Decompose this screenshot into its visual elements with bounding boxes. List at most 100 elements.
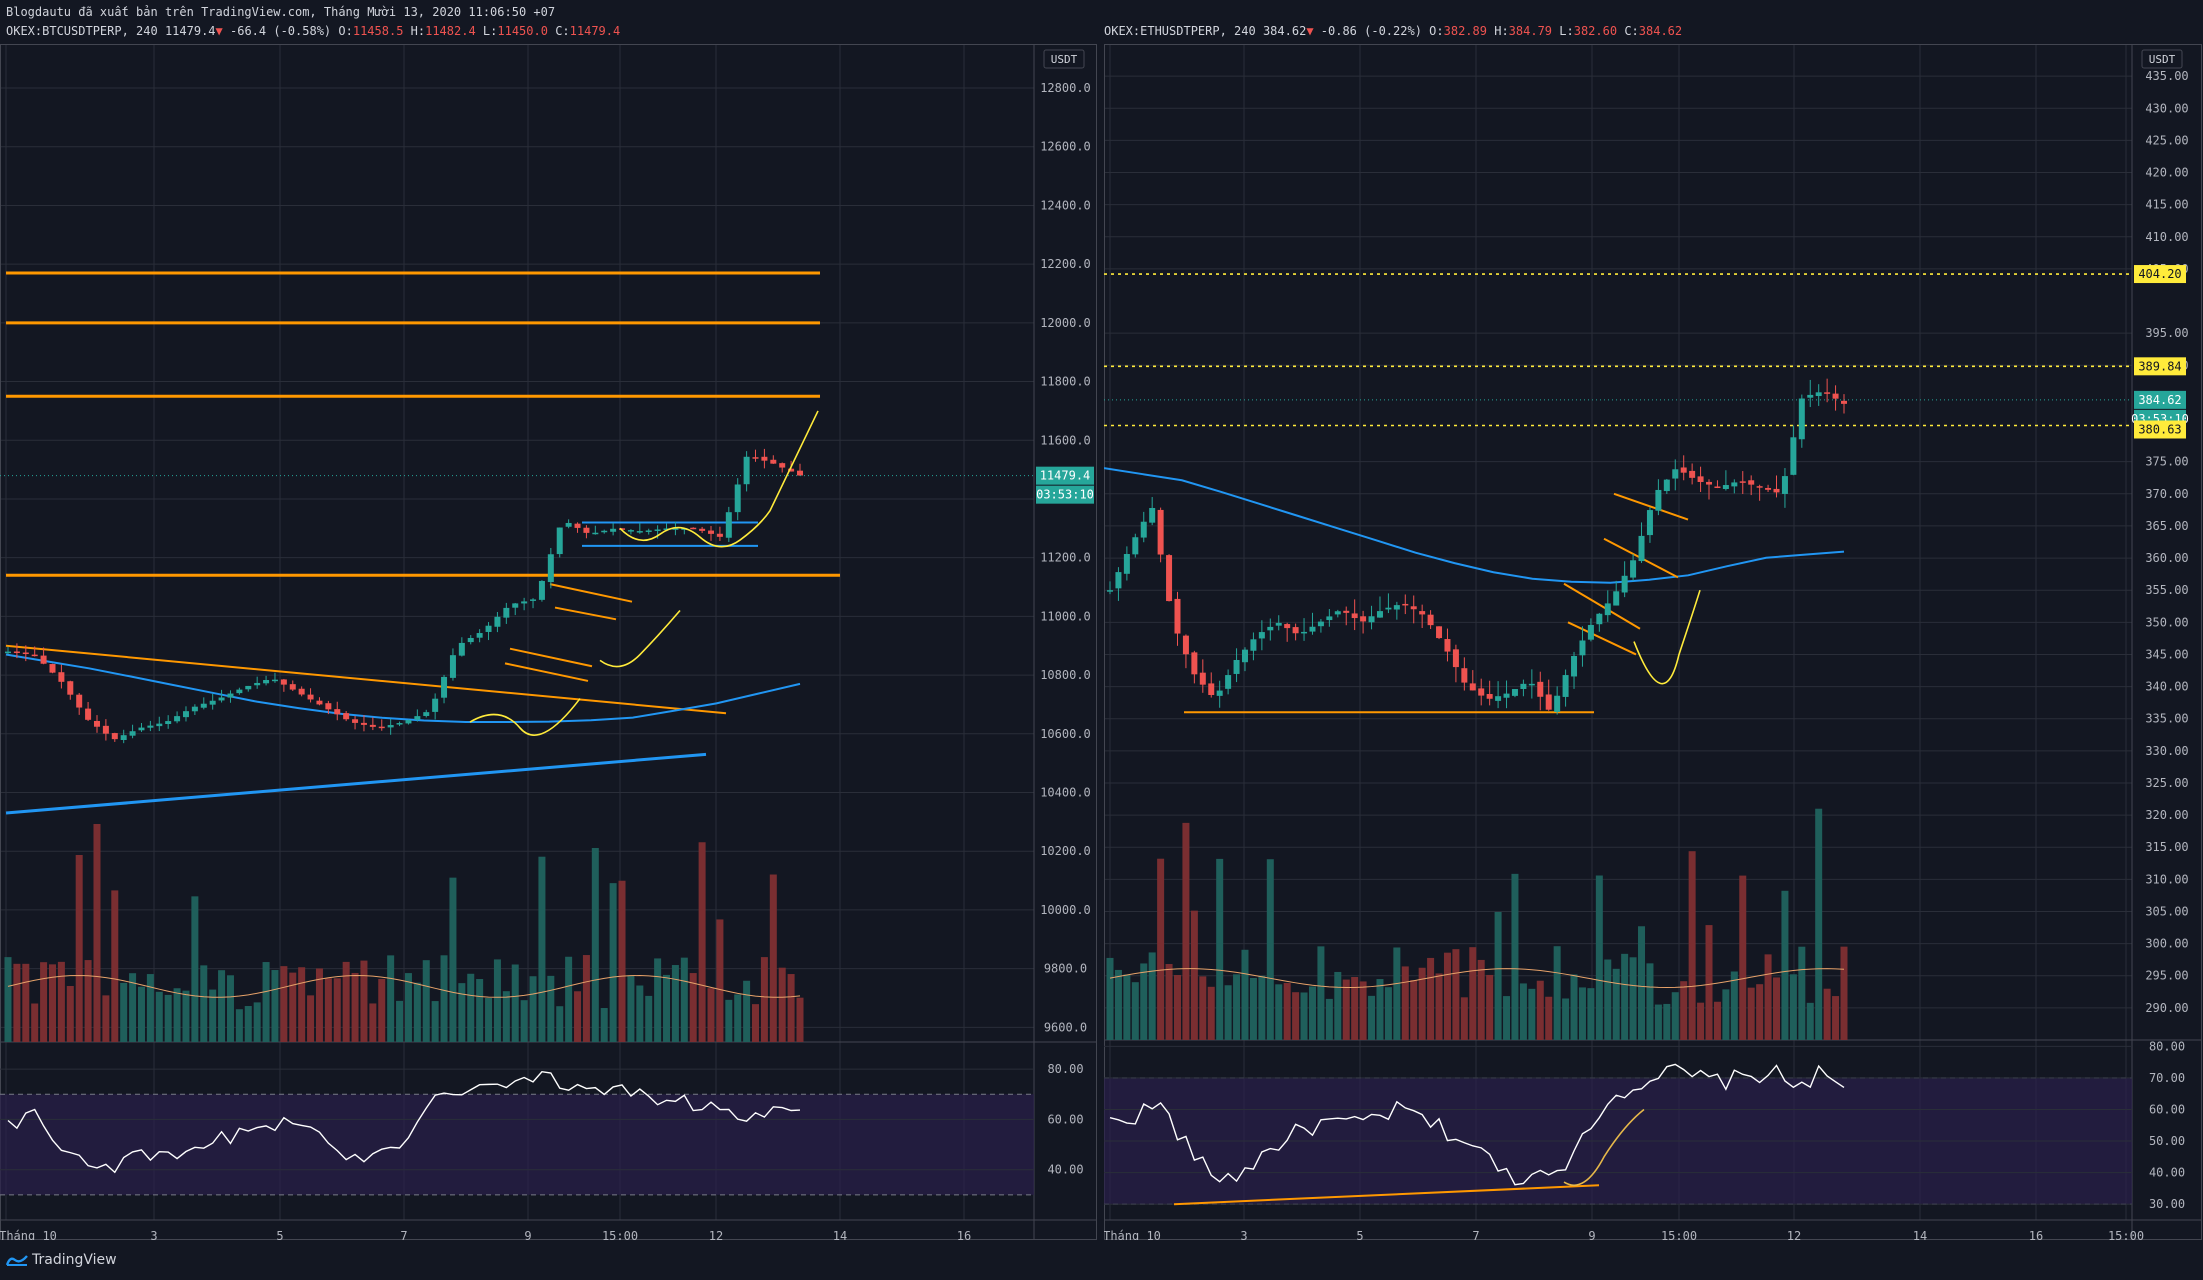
- btc-y-tick-label: 10000.0: [1040, 903, 1091, 917]
- eth-candle-body: [1739, 481, 1746, 483]
- eth-volume-bar: [1308, 986, 1316, 1040]
- eth-y-tick-label: 340.00: [2145, 680, 2188, 694]
- eth-candle-body: [1292, 627, 1299, 634]
- btc-l-label: L:: [482, 24, 498, 38]
- eth-candle-body: [1528, 683, 1535, 686]
- btc-volume-bar: [485, 997, 493, 1042]
- eth-rsi-tick-label: 70.00: [2149, 1071, 2185, 1085]
- eth-candle-body: [1832, 393, 1839, 399]
- eth-candle-body: [1132, 537, 1139, 555]
- btc-volume-bar: [218, 970, 226, 1042]
- eth-y-tick-label: 300.00: [2145, 937, 2188, 951]
- eth-candle-body: [1731, 482, 1738, 487]
- eth-candle-body: [1655, 489, 1662, 511]
- btc-rsi-tick-label: 80.00: [1047, 1062, 1083, 1076]
- btc-volume-bar: [164, 994, 172, 1042]
- btc-volume-bar: [440, 955, 448, 1042]
- btc-x-tick-label: 12: [709, 1229, 723, 1240]
- eth-volume-bar: [1519, 983, 1527, 1040]
- eth-volume-bar: [1747, 987, 1755, 1040]
- eth-candle-body: [1815, 392, 1822, 397]
- btc-y-tick-label: 10600.0: [1040, 727, 1091, 741]
- eth-candle-body: [1765, 487, 1772, 490]
- eth-volume-bar: [1773, 977, 1781, 1040]
- btc-candle-body: [770, 459, 777, 464]
- eth-candle-body: [1275, 622, 1282, 626]
- btc-rsi-band: [0, 1094, 1034, 1195]
- eth-chart[interactable]: 435.00430.00425.00420.00415.00410.00405.…: [1104, 44, 2203, 1240]
- btc-volume-bar: [689, 973, 697, 1042]
- eth-volume-bar: [1148, 952, 1156, 1040]
- btc-chart-panel[interactable]: 12800.0 12600.0 12400.0 12200.0 12000.0 11800…: [0, 44, 1098, 1240]
- btc-moving-average: [5, 653, 801, 724]
- eth-chart-panel[interactable]: 435.00430.00425.00420.00415.00410.00405.…: [1104, 44, 2203, 1240]
- eth-projection-curve: [1633, 589, 1701, 685]
- btc-candle-body: [147, 725, 154, 728]
- eth-candle-body: [1706, 481, 1713, 485]
- eth-l-label: L:: [1559, 24, 1574, 38]
- btc-volume-bar: [743, 980, 751, 1042]
- eth-y-tick-label: 415.00: [2145, 198, 2188, 212]
- eth-volume-bar: [1292, 992, 1300, 1040]
- eth-volume-bar: [1503, 996, 1511, 1040]
- eth-candle-body: [1781, 476, 1788, 494]
- btc-y-tick-label: 12800.0: [1040, 81, 1091, 95]
- btc-candle-body: [583, 527, 590, 533]
- btc-volume-bar: [645, 995, 653, 1042]
- btc-volume-bar: [342, 961, 350, 1042]
- btc-panel-frame: [0, 44, 1097, 1240]
- eth-x-tick-label: 5: [1356, 1229, 1363, 1240]
- eth-candle-body: [1613, 591, 1620, 606]
- btc-volume-bar: [75, 855, 83, 1042]
- eth-y-tick-label: 435.00: [2145, 69, 2188, 83]
- eth-volume-bar: [1443, 952, 1451, 1040]
- btc-close: 11479.4: [569, 24, 621, 38]
- btc-candle-body: [378, 726, 385, 729]
- eth-candle-body: [1537, 681, 1544, 697]
- btc-candle-body: [254, 682, 261, 686]
- eth-x-tick-label: 9: [1588, 1229, 1595, 1240]
- btc-chart[interactable]: 12800.0 12600.0 12400.0 12200.0 12000.0 11800…: [0, 44, 1098, 1240]
- eth-volume-bar: [1663, 1003, 1671, 1040]
- eth-high: 384.79: [1508, 24, 1553, 38]
- btc-candle-body: [414, 716, 421, 720]
- eth-volume-bar: [1190, 910, 1198, 1040]
- btc-y-tick-label: 11200.0: [1040, 551, 1091, 565]
- eth-volume-bar: [1680, 981, 1688, 1040]
- btc-candle-body: [85, 708, 92, 720]
- eth-y-tick-label: 320.00: [2145, 808, 2188, 822]
- btc-volume-bar: [13, 963, 21, 1042]
- eth-volume-bar: [1536, 980, 1544, 1040]
- eth-x-tick-label: 15:00: [2108, 1229, 2144, 1240]
- eth-y-tick-label: 315.00: [2145, 840, 2188, 854]
- btc-candle-body: [627, 530, 634, 532]
- btc-candle-body: [592, 532, 599, 535]
- btc-volume-bar: [31, 1003, 39, 1042]
- btc-volume-bar: [351, 972, 359, 1042]
- btc-panel-bg: [0, 44, 1097, 1240]
- btc-volume-bar: [253, 1002, 261, 1042]
- btc-y-tick-label: 12000.0: [1040, 316, 1091, 330]
- eth-candle-body: [1452, 649, 1459, 668]
- btc-candle-body: [191, 706, 198, 712]
- eth-volume-bar: [1342, 979, 1350, 1040]
- btc-candle-body: [334, 709, 341, 715]
- btc-candle-body: [156, 723, 163, 727]
- eth-candle-body: [1157, 509, 1164, 555]
- eth-candle-body: [1756, 486, 1763, 488]
- eth-rsi-trendline: [1173, 1184, 1600, 1206]
- eth-candle-body: [1225, 675, 1232, 689]
- tradingview-logo[interactable]: TradingView: [6, 1252, 117, 1268]
- eth-last: 384.62: [1262, 24, 1307, 38]
- btc-candle-body: [22, 652, 29, 655]
- eth-volume-bar: [1654, 1004, 1662, 1040]
- eth-volume-bar: [1106, 957, 1114, 1040]
- eth-candle-body: [1714, 486, 1721, 488]
- btc-candle-body: [67, 681, 74, 695]
- eth-y-tick-label: 335.00: [2145, 712, 2188, 726]
- eth-y-tick-label: 350.00: [2145, 615, 2188, 629]
- eth-candle-body: [1689, 470, 1696, 478]
- btc-currency-box: [1043, 49, 1085, 69]
- btc-candle-body: [654, 529, 661, 531]
- eth-candle-body: [1191, 652, 1198, 675]
